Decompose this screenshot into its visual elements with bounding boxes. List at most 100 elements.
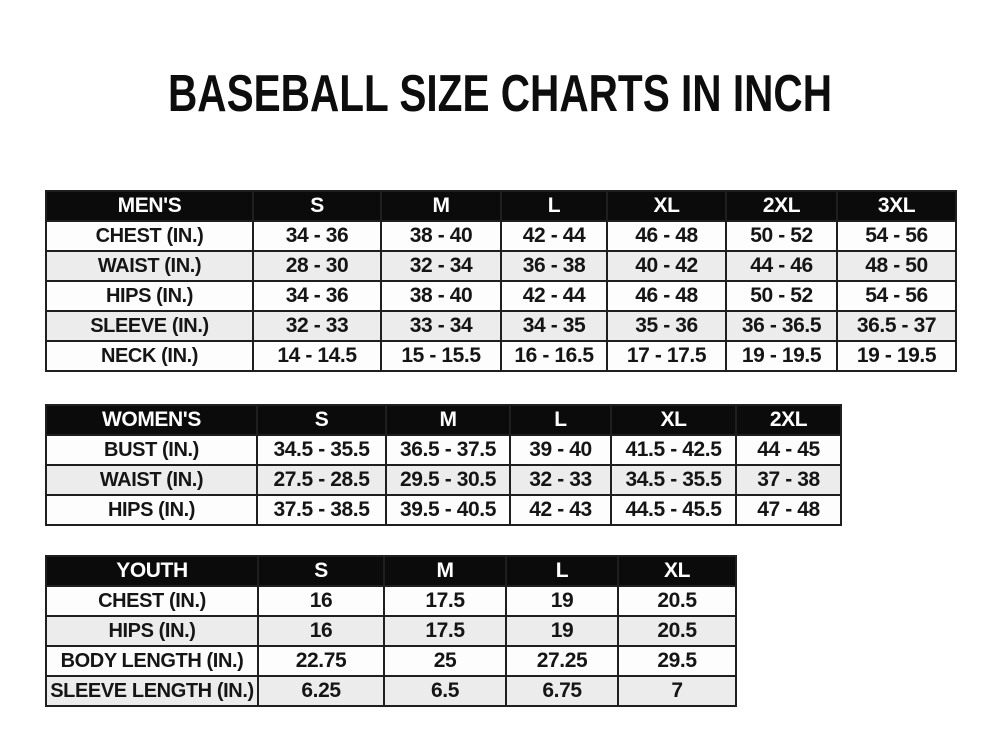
size-value-cell: 32 - 34 xyxy=(380,250,502,282)
womens-table-row-0: BUST (IN.) 34.5 - 35.5 36.5 - 37.5 39 - 40 4… xyxy=(45,434,842,466)
youth-column-header-0: YOUTH xyxy=(45,555,259,587)
mens-size-table: MEN'S S M L XL 2XL 3XL CHEST (IN.) 34 - 36 38 - 4… xyxy=(45,190,957,372)
size-value-cell: 17 - 17.5 xyxy=(606,340,727,372)
size-value-cell: 16 - 16.5 xyxy=(500,340,608,372)
womens-column-header-5: 2XL xyxy=(735,404,842,436)
size-value-cell: 34.5 - 35.5 xyxy=(256,434,387,466)
size-value-cell: 50 - 52 xyxy=(725,220,838,252)
size-value-cell: 16 xyxy=(257,585,385,617)
size-value-cell: 47 - 48 xyxy=(735,494,842,526)
womens-column-header-0: WOMEN'S xyxy=(45,404,258,436)
row-label: WAIST (IN.) xyxy=(45,250,254,282)
size-value-cell: 46 - 48 xyxy=(606,280,727,312)
size-value-cell: 22.75 xyxy=(257,645,385,677)
size-value-cell: 34.5 - 35.5 xyxy=(610,464,737,496)
mens-table-row-0: CHEST (IN.) 34 - 36 38 - 40 42 - 44 46 - 48 5… xyxy=(45,220,957,252)
womens-table-row-2: HIPS (IN.) 37.5 - 38.5 39.5 - 40.5 42 - 43 4… xyxy=(45,494,842,526)
size-value-cell: 40 - 42 xyxy=(606,250,727,282)
womens-table-row-1: WAIST (IN.) 27.5 - 28.5 29.5 - 30.5 32 - 33… xyxy=(45,464,842,496)
page-title: BASEBALL SIZE CHARTS IN INCH xyxy=(167,65,832,123)
size-value-cell: 28 - 30 xyxy=(252,250,382,282)
size-value-cell: 32 - 33 xyxy=(509,464,612,496)
row-label: SLEEVE LENGTH (IN.) xyxy=(45,675,259,707)
size-value-cell: 6.5 xyxy=(383,675,507,707)
mens-column-header-4: XL xyxy=(606,190,727,222)
size-value-cell: 29.5 xyxy=(617,645,737,677)
size-value-cell: 46 - 48 xyxy=(606,220,727,252)
size-value-cell: 38 - 40 xyxy=(380,280,502,312)
size-value-cell: 29.5 - 30.5 xyxy=(385,464,511,496)
size-value-cell: 19 xyxy=(505,585,619,617)
mens-column-header-1: S xyxy=(252,190,382,222)
size-value-cell: 17.5 xyxy=(383,615,507,647)
mens-table-row-2: HIPS (IN.) 34 - 36 38 - 40 42 - 44 46 - 48 50… xyxy=(45,280,957,312)
size-value-cell: 25 xyxy=(383,645,507,677)
youth-table-row-1: HIPS (IN.) 16 17.5 19 20.5 xyxy=(45,615,737,647)
size-value-cell: 7 xyxy=(617,675,737,707)
size-value-cell: 36.5 - 37 xyxy=(836,310,957,342)
row-label: HIPS (IN.) xyxy=(45,280,254,312)
row-label: HIPS (IN.) xyxy=(45,494,258,526)
womens-size-table: WOMEN'S S M L XL 2XL BUST (IN.) 34.5 - 35.5 36.5… xyxy=(45,404,842,526)
youth-table-row-0: CHEST (IN.) 16 17.5 19 20.5 xyxy=(45,585,737,617)
size-value-cell: 39 - 40 xyxy=(509,434,612,466)
mens-header-row: MEN'S S M L XL 2XL 3XL xyxy=(45,190,957,222)
mens-column-header-5: 2XL xyxy=(725,190,838,222)
size-value-cell: 15 - 15.5 xyxy=(380,340,502,372)
size-value-cell: 54 - 56 xyxy=(836,280,957,312)
mens-table-row-3: SLEEVE (IN.) 32 - 33 33 - 34 34 - 35 35 - 36… xyxy=(45,310,957,342)
size-value-cell: 17.5 xyxy=(383,585,507,617)
row-label: SLEEVE (IN.) xyxy=(45,310,254,342)
womens-header-row: WOMEN'S S M L XL 2XL xyxy=(45,404,842,436)
mens-table-row-4: NECK (IN.) 14 - 14.5 15 - 15.5 16 - 16.5 17 … xyxy=(45,340,957,372)
size-value-cell: 34 - 36 xyxy=(252,220,382,252)
size-value-cell: 27.5 - 28.5 xyxy=(256,464,387,496)
size-value-cell: 19 - 19.5 xyxy=(836,340,957,372)
size-value-cell: 34 - 36 xyxy=(252,280,382,312)
mens-column-header-3: L xyxy=(500,190,608,222)
size-value-cell: 50 - 52 xyxy=(725,280,838,312)
mens-table-row-1: WAIST (IN.) 28 - 30 32 - 34 36 - 38 40 - 42 4… xyxy=(45,250,957,282)
size-value-cell: 16 xyxy=(257,615,385,647)
row-label: NECK (IN.) xyxy=(45,340,254,372)
youth-header-row: YOUTH S M L XL xyxy=(45,555,737,587)
row-label: HIPS (IN.) xyxy=(45,615,259,647)
size-value-cell: 19 xyxy=(505,615,619,647)
size-value-cell: 34 - 35 xyxy=(500,310,608,342)
size-value-cell: 6.75 xyxy=(505,675,619,707)
youth-column-header-3: L xyxy=(505,555,619,587)
size-value-cell: 20.5 xyxy=(617,585,737,617)
row-label: CHEST (IN.) xyxy=(45,585,259,617)
size-value-cell: 20.5 xyxy=(617,615,737,647)
size-value-cell: 42 - 43 xyxy=(509,494,612,526)
size-value-cell: 19 - 19.5 xyxy=(725,340,838,372)
row-label: WAIST (IN.) xyxy=(45,464,258,496)
youth-size-table: YOUTH S M L XL CHEST (IN.) 16 17.5 19 20.5 HIPS (I… xyxy=(45,555,737,707)
row-label: BUST (IN.) xyxy=(45,434,258,466)
size-value-cell: 42 - 44 xyxy=(500,280,608,312)
womens-column-header-2: M xyxy=(385,404,511,436)
size-value-cell: 33 - 34 xyxy=(380,310,502,342)
size-value-cell: 36 - 36.5 xyxy=(725,310,838,342)
size-value-cell: 36 - 38 xyxy=(500,250,608,282)
size-value-cell: 37 - 38 xyxy=(735,464,842,496)
womens-column-header-3: L xyxy=(509,404,612,436)
womens-column-header-4: XL xyxy=(610,404,737,436)
size-value-cell: 41.5 - 42.5 xyxy=(610,434,737,466)
size-value-cell: 48 - 50 xyxy=(836,250,957,282)
size-value-cell: 54 - 56 xyxy=(836,220,957,252)
size-value-cell: 36.5 - 37.5 xyxy=(385,434,511,466)
youth-column-header-1: S xyxy=(257,555,385,587)
size-value-cell: 39.5 - 40.5 xyxy=(385,494,511,526)
size-value-cell: 44 - 46 xyxy=(725,250,838,282)
size-value-cell: 35 - 36 xyxy=(606,310,727,342)
youth-column-header-4: XL xyxy=(617,555,737,587)
mens-column-header-6: 3XL xyxy=(836,190,957,222)
youth-table-row-2: BODY LENGTH (IN.) 22.75 25 27.25 29.5 xyxy=(45,645,737,677)
size-value-cell: 27.25 xyxy=(505,645,619,677)
youth-column-header-2: M xyxy=(383,555,507,587)
size-value-cell: 37.5 - 38.5 xyxy=(256,494,387,526)
mens-column-header-2: M xyxy=(380,190,502,222)
size-value-cell: 6.25 xyxy=(257,675,385,707)
